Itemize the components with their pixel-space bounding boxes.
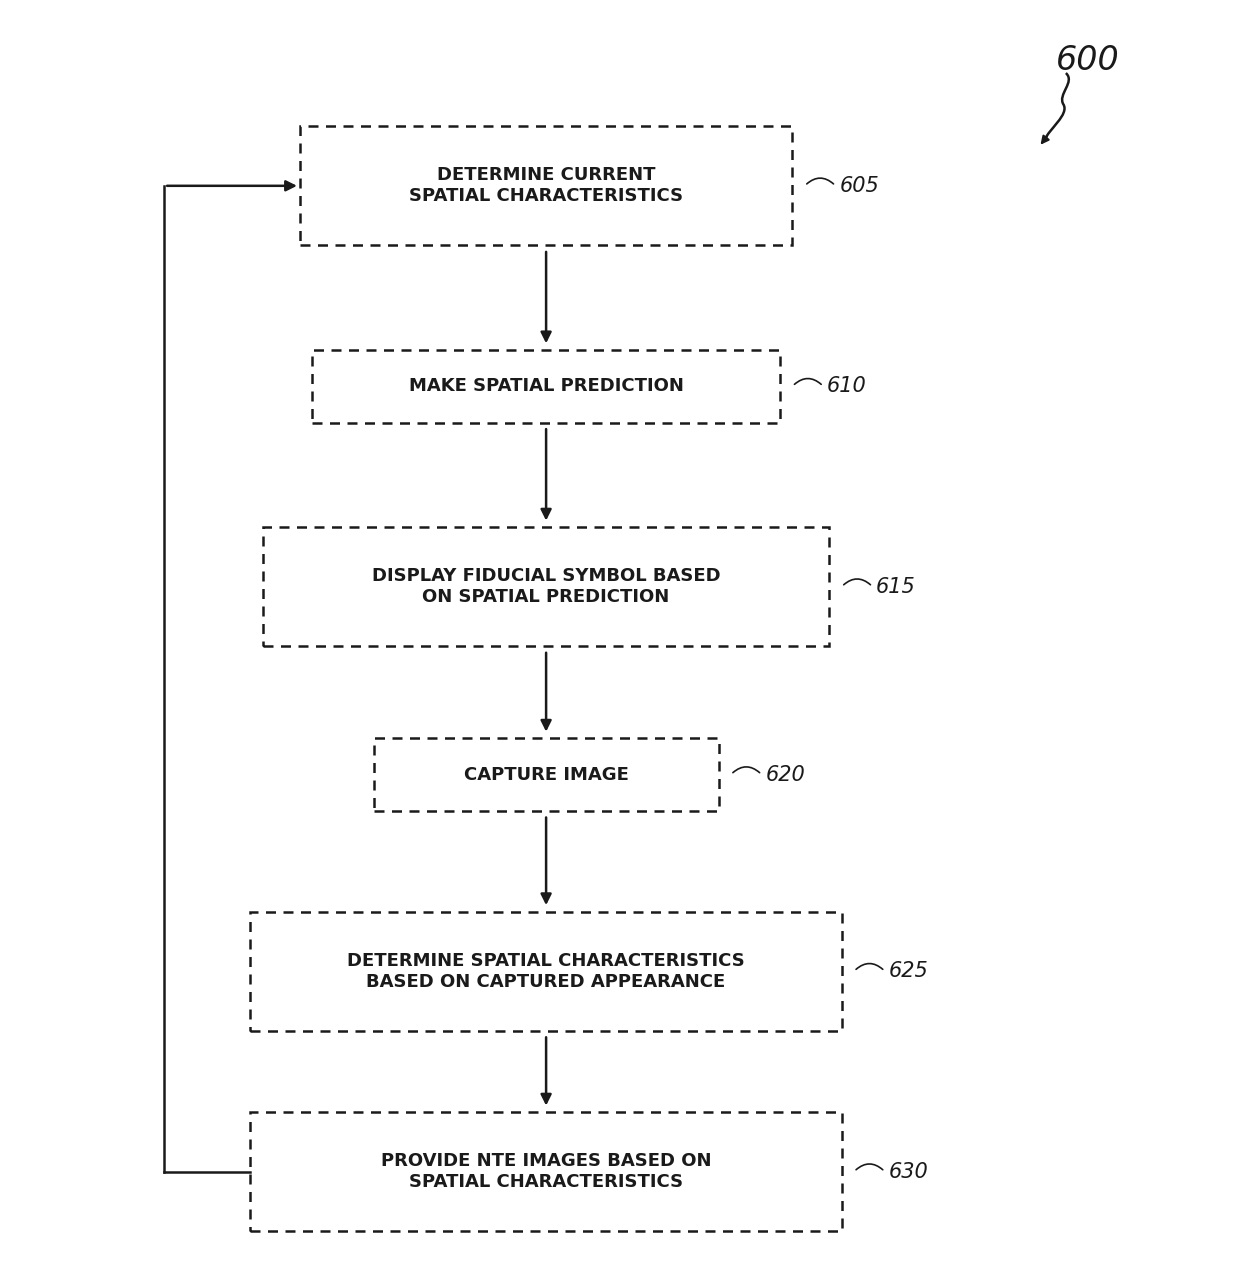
Text: DISPLAY FIDUCIAL SYMBOL BASED
ON SPATIAL PREDICTION: DISPLAY FIDUCIAL SYMBOL BASED ON SPATIAL… xyxy=(372,567,720,607)
FancyBboxPatch shape xyxy=(312,349,780,422)
Text: 610: 610 xyxy=(827,376,867,396)
FancyBboxPatch shape xyxy=(250,912,842,1030)
Text: 605: 605 xyxy=(839,175,879,195)
Text: PROVIDE NTE IMAGES BASED ON
SPATIAL CHARACTERISTICS: PROVIDE NTE IMAGES BASED ON SPATIAL CHAR… xyxy=(381,1153,712,1192)
Text: 620: 620 xyxy=(765,764,805,784)
Text: 630: 630 xyxy=(889,1161,929,1182)
Text: 615: 615 xyxy=(877,576,916,596)
FancyBboxPatch shape xyxy=(300,126,792,246)
FancyBboxPatch shape xyxy=(373,738,718,811)
FancyBboxPatch shape xyxy=(263,527,830,646)
FancyBboxPatch shape xyxy=(250,1112,842,1231)
Text: DETERMINE CURRENT
SPATIAL CHARACTERISTICS: DETERMINE CURRENT SPATIAL CHARACTERISTIC… xyxy=(409,166,683,206)
Text: DETERMINE SPATIAL CHARACTERISTICS
BASED ON CAPTURED APPEARANCE: DETERMINE SPATIAL CHARACTERISTICS BASED … xyxy=(347,952,745,991)
Text: 600: 600 xyxy=(1056,44,1120,77)
Text: MAKE SPATIAL PREDICTION: MAKE SPATIAL PREDICTION xyxy=(409,377,683,395)
Text: CAPTURE IMAGE: CAPTURE IMAGE xyxy=(464,765,629,783)
Text: 625: 625 xyxy=(889,961,929,981)
